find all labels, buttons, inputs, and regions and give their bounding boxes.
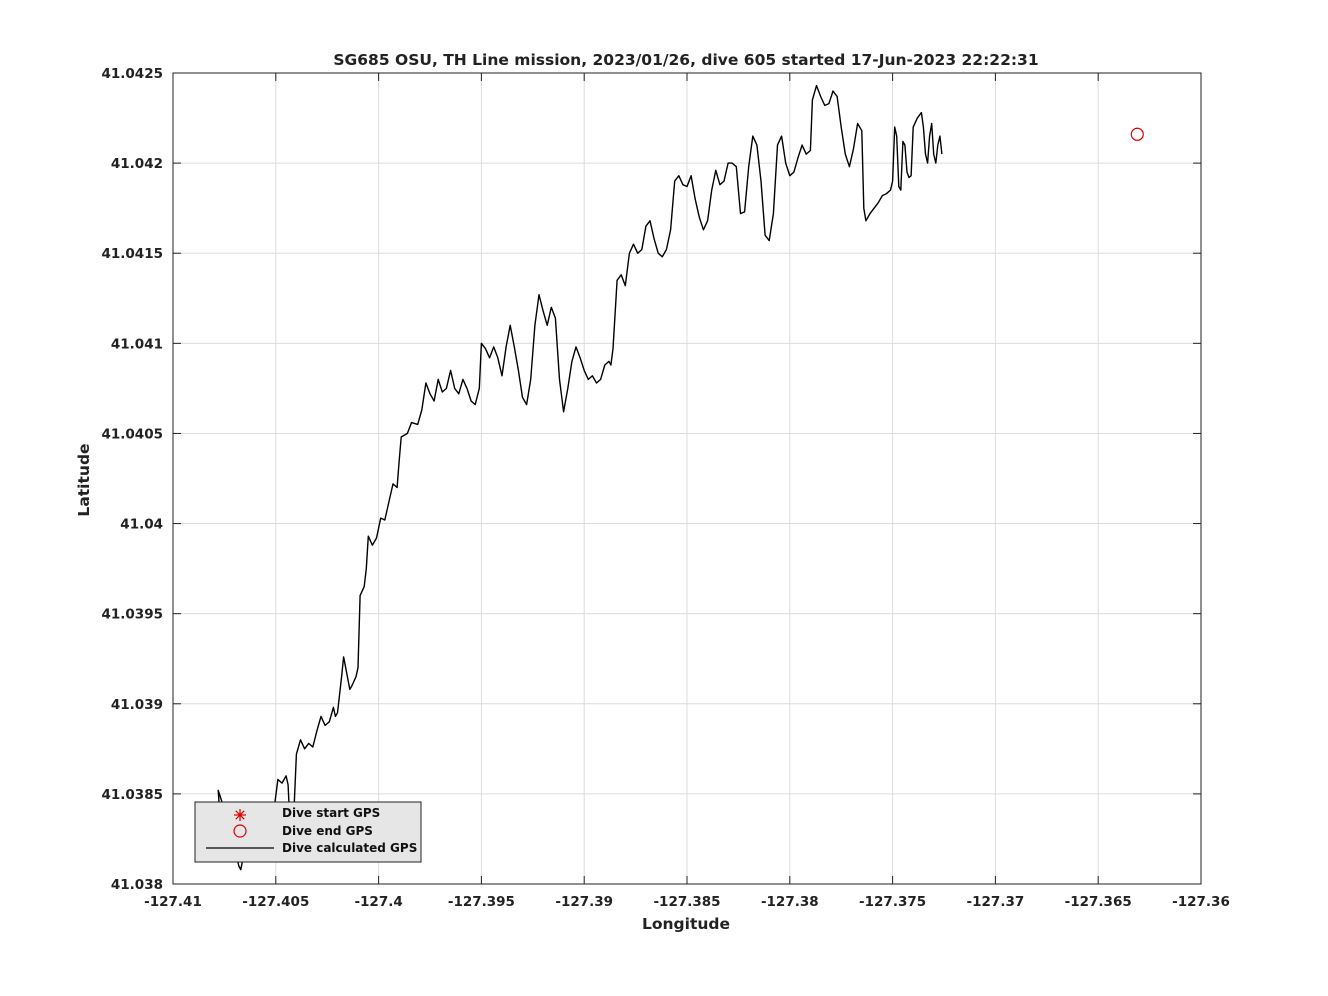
x-tick-label: -127.4 [354,894,402,910]
grid-lines [172,72,1202,885]
legend-label: Dive calculated GPS [282,841,417,855]
legend-marker-dive-start-gps [234,809,246,821]
legend-marker-dive-end-gps [233,824,247,838]
x-tick-label: -127.405 [242,894,309,910]
point-dive-end-gps [1130,127,1144,141]
legend-label: Dive end GPS [282,824,373,838]
x-tick-labels: -127.41 -127.405 -127.4 -127.395 -127.39 -127… [144,894,1230,910]
y-tick-label: 41.0425 [102,66,164,82]
x-tick-label: -127.375 [859,894,926,910]
plot-frame [172,72,1202,885]
y-tick-labels: 41.038 41.0385 41.039 41.0395 41.04 41.0405 41… [102,66,164,893]
x-tick-label: -127.39 [555,894,613,910]
legend-label: Dive start GPS [282,806,380,820]
y-tick-label: 41.0405 [102,426,164,442]
x-tick-label: -127.395 [448,894,515,910]
y-tick-label: 41.039 [111,697,163,713]
y-tick-label: 41.0395 [102,607,164,623]
y-tick-label: 41.0385 [102,787,164,803]
series-line-dive-calculated-gps [217,84,943,871]
x-tick-label: -127.385 [653,894,720,910]
x-tick-label: -127.36 [1172,894,1230,910]
y-tick-label: 41.038 [111,877,163,893]
legend: Dive start GPS Dive end GPS Dive calculate… [194,801,422,863]
y-axis-label: Latitude [75,443,93,516]
y-tick-label: 41.0415 [102,246,164,262]
x-tick-label: -127.41 [144,894,202,910]
x-axis-label: Longitude [642,915,730,933]
legend-box [194,801,422,863]
y-tick-label: 41.04 [120,517,163,533]
y-tick-label: 41.041 [111,336,163,352]
x-tick-label: -127.365 [1065,894,1132,910]
plot-series [212,84,1144,871]
x-tick-label: -127.37 [967,894,1025,910]
x-tick-label: -127.38 [761,894,819,910]
y-tick-label: 41.042 [111,156,163,172]
chart-title: SG685 OSU, TH Line mission, 2023/01/26, … [333,51,1038,69]
